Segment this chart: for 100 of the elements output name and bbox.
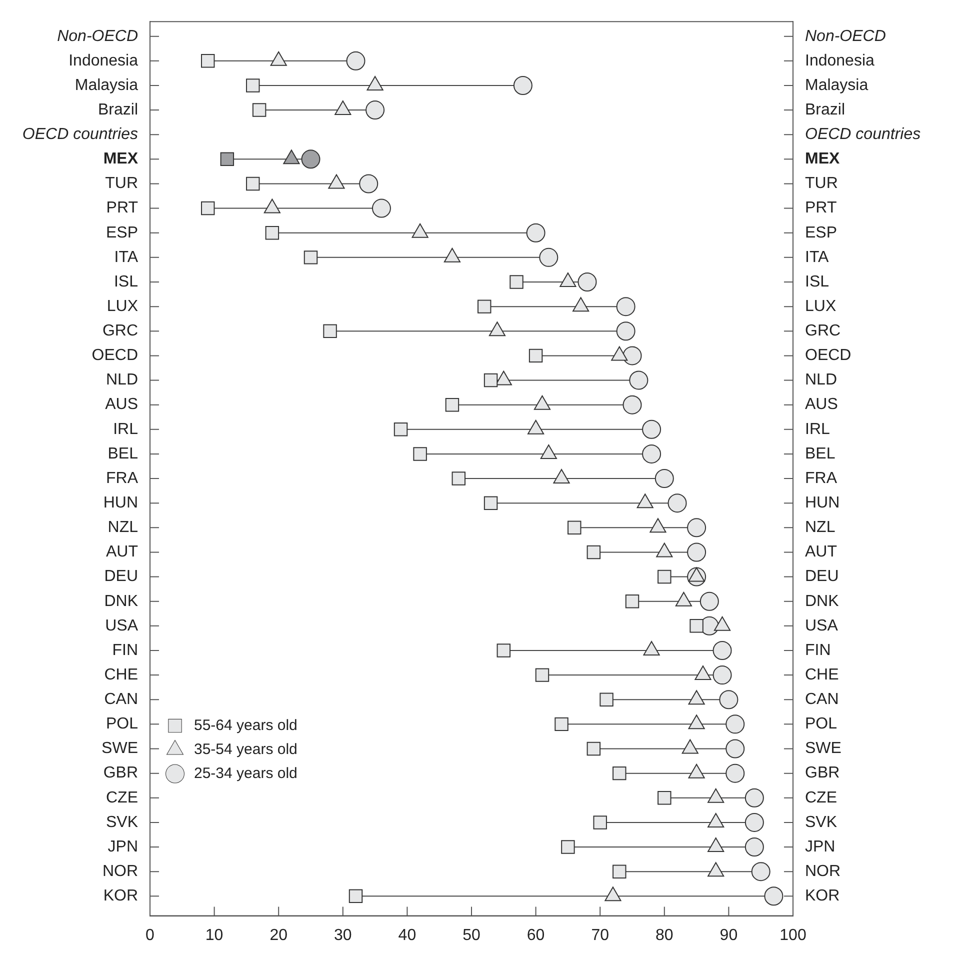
- category-label: BEL: [805, 445, 836, 462]
- y-tick-label: DNK: [104, 592, 138, 610]
- point: [513, 76, 532, 95]
- x-tick-label: 90: [720, 926, 738, 944]
- point: [744, 838, 764, 857]
- point: [668, 494, 687, 513]
- y-tick-label: SWE: [102, 740, 138, 758]
- y-tick-label: GRC: [102, 322, 138, 340]
- y-tick-label: DEU: [104, 568, 138, 586]
- point: [658, 791, 672, 805]
- point: [394, 422, 408, 436]
- y-tick-label: CAN: [104, 691, 138, 708]
- legend-label: 35-54 years old: [194, 740, 298, 758]
- y-tick-label: FIN: [112, 642, 138, 659]
- y-tick-label: CHE: [104, 666, 138, 684]
- y-tick-label: GBR: [103, 764, 138, 782]
- category-label: Indonesia: [805, 52, 874, 70]
- y-tick-label: OECD: [92, 347, 138, 364]
- point: [568, 520, 582, 535]
- point: [539, 248, 558, 267]
- category-label: CHE: [805, 666, 839, 684]
- point: [372, 198, 391, 218]
- point: [616, 322, 636, 341]
- category-label: ISL: [805, 273, 830, 290]
- point: [687, 518, 706, 538]
- y-tick-label: PRT: [106, 200, 138, 217]
- point: [477, 300, 492, 314]
- category-label: Malaysia: [805, 76, 868, 94]
- category-label: ESP: [805, 224, 838, 242]
- point: [323, 324, 337, 338]
- point: [220, 152, 234, 166]
- category-label: MEX: [805, 150, 840, 168]
- point: [642, 420, 662, 439]
- x-tick-label: 70: [591, 926, 610, 944]
- point: [348, 889, 363, 904]
- x-tick-label: 30: [334, 926, 352, 944]
- point: [496, 644, 511, 658]
- category-label: GBR: [805, 764, 840, 782]
- category-label: NOR: [805, 862, 841, 880]
- point: [578, 272, 597, 292]
- point: [246, 176, 260, 191]
- y-tick-label: IRL: [113, 420, 138, 438]
- point: [586, 742, 601, 756]
- y-tick-label: FRA: [106, 470, 138, 487]
- point: [535, 668, 550, 682]
- point: [366, 100, 385, 120]
- category-label: SWE: [805, 740, 842, 758]
- legend-label: 55-64 years old: [194, 716, 298, 734]
- x-tick-label: 20: [270, 926, 288, 944]
- point: [413, 447, 427, 461]
- category-label: TUR: [805, 175, 838, 192]
- x-tick-label: 100: [780, 926, 806, 944]
- point: [484, 373, 498, 388]
- category-label: NZL: [805, 519, 836, 536]
- category-label: Non-OECD: [805, 28, 886, 45]
- point: [700, 592, 719, 611]
- category-label: OECD: [805, 347, 852, 364]
- category-label: POL: [805, 716, 838, 733]
- category-label: OECD countries: [805, 126, 921, 144]
- y-tick-label: AUS: [105, 396, 138, 414]
- point: [526, 223, 546, 242]
- y-tick-label: ISL: [114, 273, 138, 290]
- y-tick-label: SVK: [106, 814, 138, 831]
- point: [712, 666, 732, 685]
- category-label: NLD: [805, 372, 838, 389]
- legend-label: 25-34 years old: [194, 764, 298, 782]
- point: [246, 78, 260, 92]
- x-tick-label: 60: [526, 926, 545, 944]
- y-tick-label: BEL: [108, 445, 138, 462]
- point: [593, 816, 607, 830]
- point: [304, 250, 318, 264]
- point: [726, 714, 745, 734]
- y-tick-label: Malaysia: [74, 76, 138, 94]
- category-label: FIN: [805, 642, 831, 659]
- y-tick-label: Brazil: [98, 101, 138, 118]
- x-tick-label: 0: [146, 926, 155, 944]
- point: [616, 297, 636, 316]
- y-tick-label: HUN: [103, 494, 138, 512]
- category-label: AUT: [805, 544, 837, 561]
- x-tick-label: 80: [656, 926, 674, 944]
- category-label: AUS: [805, 396, 838, 414]
- category-label: SVK: [805, 814, 838, 831]
- point: [744, 812, 764, 832]
- y-tick-label: TUR: [105, 175, 138, 192]
- x-tick-label: 50: [462, 926, 480, 944]
- point: [528, 348, 543, 363]
- category-label: CAN: [805, 691, 839, 708]
- category-label: DEU: [805, 568, 839, 586]
- category-label: JPN: [805, 838, 836, 856]
- point: [301, 150, 320, 169]
- category-label: HUN: [805, 494, 840, 512]
- point: [554, 717, 568, 732]
- y-tick-label: NLD: [106, 372, 138, 389]
- category-label: USA: [805, 617, 838, 634]
- point: [561, 840, 575, 854]
- point: [719, 690, 738, 710]
- point: [622, 395, 642, 414]
- point: [510, 275, 524, 289]
- point: [600, 692, 614, 706]
- point: [654, 469, 674, 488]
